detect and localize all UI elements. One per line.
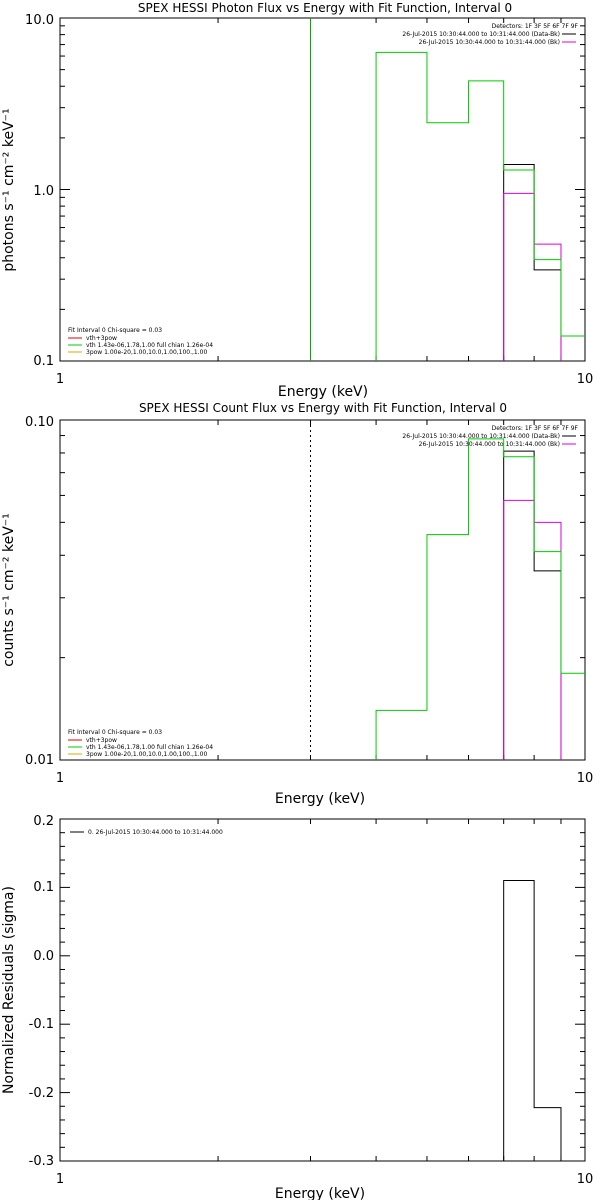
residuals-plot-frame [59,818,586,1162]
photon-databk-note: 26-Jul-2015 10:30:44.000 to 10:31:44.000… [402,31,560,38]
residuals-legend: 0. 26-Jul-2015 10:30:44.000 to 10:31:44.… [88,829,223,836]
series-step-line [375,51,585,361]
count-y-tick-0.01: 0.01 [25,753,54,768]
residuals-y-tick--0.2: -0.2 [29,1086,54,1101]
photon-x-tick-10: 10 [577,372,594,387]
photon-legend-3pow: 3pow 1.00e-20,1.00,10.0,1.00,100.,1.00 [86,349,207,356]
residuals-x-tick-10: 10 [577,1172,594,1187]
photon-plot-frame [59,17,586,362]
count-detectors-note: Detectors: 1F 3F 5F 6F 7F 9F [492,425,579,432]
residuals-y-tick--0.1: -0.1 [29,1017,54,1032]
photon-bk-note: 26-Jul-2015 10:30:44.000 to 10:31:44.000… [419,39,560,46]
count-databk-note: 26-Jul-2015 10:30:44.000 to 10:31:44.000… [402,433,560,440]
count-flux-title: SPEX HESSI Count Flux vs Energy with Fit… [139,401,507,415]
series-step-line [375,438,585,760]
photon-x-tick-1: 1 [56,372,64,387]
residuals-y-tick-0.1: 0.1 [33,880,54,895]
residuals-x-axis-label: Energy (keV) [275,1186,365,1200]
count-y-tick-0.10: 0.10 [25,415,54,430]
photon-y-tick-10.0: 10.0 [25,13,54,28]
photon-y-tick-1.0: 1.0 [33,184,54,199]
count-x-tick-1: 1 [56,771,64,786]
count-fit-legend: Fit Interval 0 Chi-square = 0.03 [68,729,162,736]
photon-y-axis-label: photons s⁻¹ cm⁻² keV⁻¹ [1,108,17,271]
count-y-axis-label: counts s⁻¹ cm⁻² keV⁻¹ [1,513,17,667]
count-flux-panel: SPEX HESSI Count Flux vs Energy with Fit… [1,401,593,807]
photon-detectors-note: Detectors: 1F 3F 5F 6F 7F 9F [492,23,579,30]
residuals-y-tick-0.0: 0.0 [33,949,54,964]
series-step-line [503,163,562,361]
count-legend-vth3pow: vth+3pow [86,737,117,744]
count-legend-3pow: 3pow 1.00e-20,1.00,10.0,1.00,100.,1.00 [86,751,207,758]
photon-flux-title: SPEX HESSI Photon Flux vs Energy with Fi… [138,1,512,15]
count-x-tick-10: 10 [577,771,594,786]
count-plot-marks [60,419,585,761]
photon-x-axis-label: Energy (keV) [278,384,368,400]
count-bk-note: 26-Jul-2015 10:30:44.000 to 10:31:44.000… [419,441,560,448]
photon-legend-vth3pow: vth+3pow [86,335,117,342]
photon-fit-legend: Fit Interval 0 Chi-square = 0.03 [68,327,162,334]
series-step-line [503,192,562,361]
series-step-line [503,450,562,760]
residuals-panel: 1 10 -0.3 -0.2 -0.1 0.0 0.1 0.2 Energy (… [1,814,593,1200]
photon-flux-panel: SPEX HESSI Photon Flux vs Energy with Fi… [1,1,593,400]
residuals-x-tick-1: 1 [56,1172,64,1187]
residuals-y-tick--0.3: -0.3 [29,1154,54,1169]
residuals-y-axis-label: Normalized Residuals (sigma) [1,886,17,1094]
series-step-line [503,499,562,760]
photon-y-tick-0.1: 0.1 [33,354,54,369]
photon-legend-vth: vth 1.43e-06,1.78,1.00 full chian 1.26e-… [86,342,213,349]
series-step-line [503,880,562,1161]
count-x-axis-label: Energy (keV) [275,791,365,807]
count-legend-vth: vth 1.43e-06,1.78,1.00 full chian 1.26e-… [86,744,213,751]
photon-plot-marks [60,17,585,362]
residuals-plot-marks [60,818,585,1162]
residuals-y-tick-0.2: 0.2 [33,814,54,829]
count-plot-frame [59,419,586,761]
